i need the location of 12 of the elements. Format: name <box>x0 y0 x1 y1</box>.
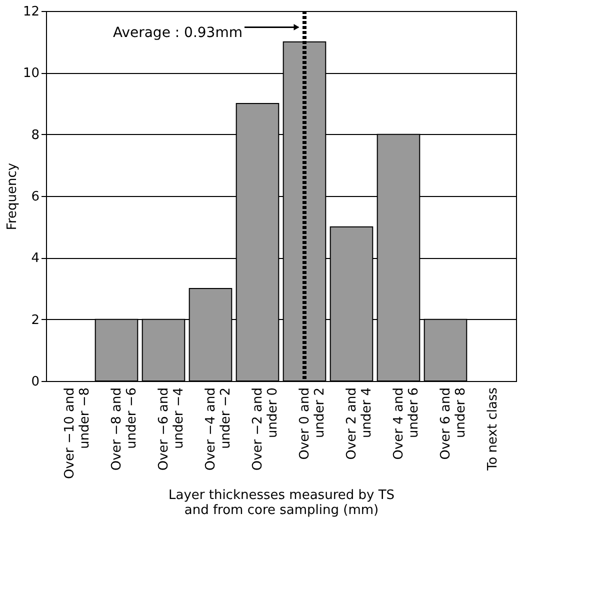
x-tick-label: Over −10 and under −8 <box>62 388 92 479</box>
y-tick-label: 0 <box>31 374 40 390</box>
y-tick-label: 2 <box>31 312 40 328</box>
x-axis-title: Layer thicknesses measured by TS and from core sampling (mm) <box>168 488 395 518</box>
x-tick-label: To next class <box>486 387 500 472</box>
y-tick-label: 6 <box>31 190 40 204</box>
y-tick-label: 12 <box>22 4 40 20</box>
ref-line-label: Average : 0.93mm <box>112 25 242 42</box>
y-axis-title: Frequency <box>4 162 20 230</box>
y-tick-label: 4 <box>31 251 40 266</box>
y-tick-label: 8 <box>31 128 40 143</box>
y-tick-label: 10 <box>22 66 40 82</box>
